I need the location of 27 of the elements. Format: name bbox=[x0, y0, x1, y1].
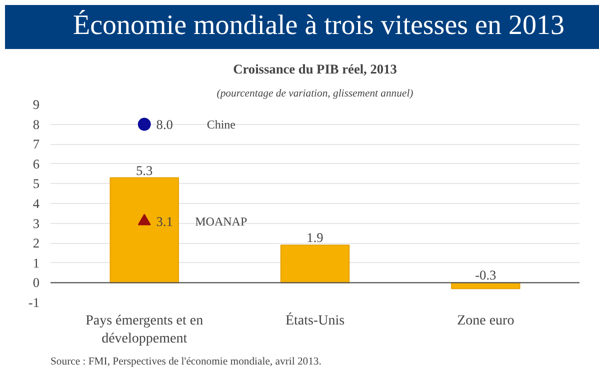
data-label: 5.3 bbox=[136, 162, 154, 178]
y-tick-label: 3 bbox=[32, 216, 40, 231]
y-tick-label: 2 bbox=[32, 236, 40, 251]
text: Chine bbox=[206, 117, 236, 132]
y-tick-label: 1 bbox=[32, 255, 40, 270]
data-label: -0.3 bbox=[475, 268, 497, 283]
chart-subtitle: Croissance du PIB réel, 2013 bbox=[233, 62, 398, 76]
y-tick-label: 9 bbox=[32, 97, 40, 112]
x-tick-label: États-Unis bbox=[285, 312, 345, 328]
y-tick-label: 8 bbox=[32, 116, 40, 132]
bar bbox=[110, 177, 179, 284]
data-label: 8.0 bbox=[156, 116, 174, 132]
x-tick-label: Zone euro bbox=[457, 314, 514, 328]
y-tick-label: 4 bbox=[32, 196, 40, 211]
x-tick-label: Pays émergents et en développement bbox=[86, 314, 204, 346]
chart-title: Économie mondiale à trois vitesses en 2013 bbox=[73, 9, 564, 43]
y-tick-label: -1 bbox=[28, 295, 40, 310]
text: (pourcentage de variation, glissement annuel) bbox=[216, 88, 414, 100]
y-tick-label: 5 bbox=[32, 176, 40, 192]
text: MOANAP bbox=[195, 214, 248, 228]
data-label: 3.1 bbox=[156, 214, 173, 229]
source-note: Source : FMI, Perspectives de l'économie mondiale, avril 2013. bbox=[50, 356, 322, 368]
y-tick-label: 6 bbox=[32, 156, 40, 172]
data-label: 1.9 bbox=[306, 230, 324, 246]
bar bbox=[280, 244, 350, 284]
y-tick-label: 7 bbox=[32, 136, 40, 152]
y-tick-label: 0 bbox=[32, 275, 40, 290]
